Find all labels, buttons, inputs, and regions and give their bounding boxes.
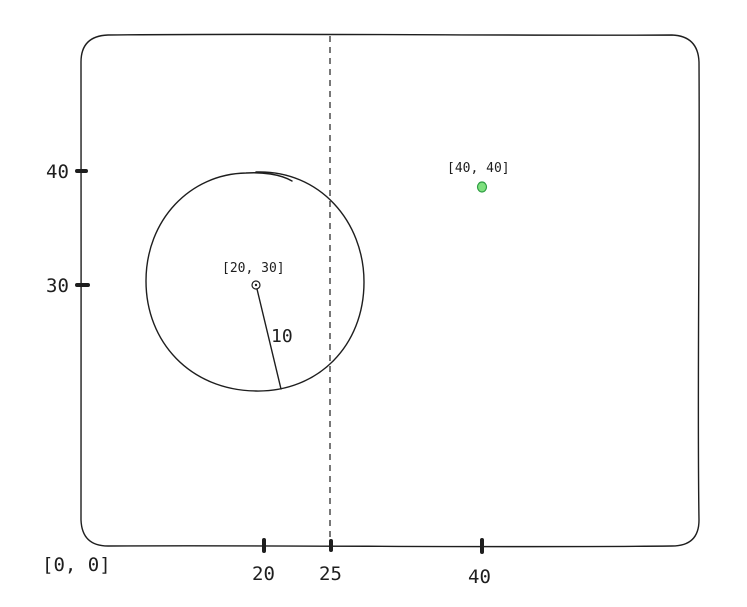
plot-frame	[80, 33, 700, 548]
circle-center-label: [20, 30]	[222, 261, 285, 276]
x-tick-label-20: 20	[252, 563, 275, 585]
circle-shape	[145, 171, 365, 392]
circle-center-marker	[251, 280, 261, 290]
y-tick-label-30: 30	[46, 275, 69, 297]
point-label: [40, 40]	[447, 161, 510, 176]
radius-line	[256, 288, 282, 390]
x-tick-label-25: 25	[319, 563, 342, 585]
radius-label: 10	[271, 326, 293, 347]
x-tick-label-40: 40	[468, 566, 491, 588]
origin-label: [0, 0]	[42, 554, 111, 576]
circle-center-dot	[254, 283, 258, 287]
y-tick-label-40: 40	[46, 161, 69, 183]
point-40-40	[476, 181, 488, 193]
